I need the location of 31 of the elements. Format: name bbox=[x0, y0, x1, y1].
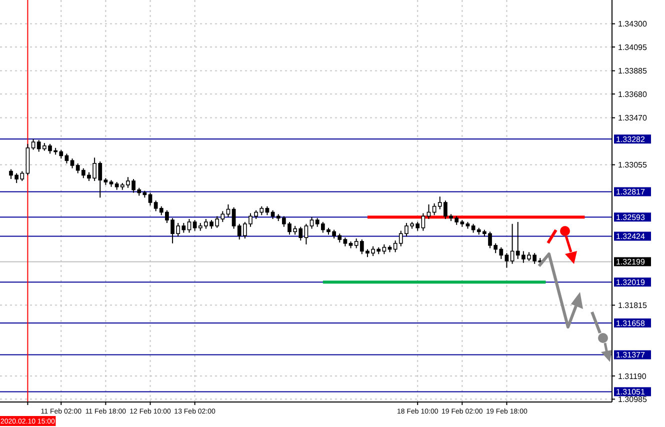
y-tick-label: 1.34095 bbox=[618, 42, 648, 52]
ref-line-label: 1.32019 bbox=[616, 278, 646, 287]
candlestick bbox=[382, 244, 386, 255]
ref-line-label: 1.32593 bbox=[616, 212, 646, 222]
ref-line-label: 1.31377 bbox=[616, 350, 646, 360]
y-tick-label: 1.31815 bbox=[618, 300, 648, 310]
candlestick bbox=[187, 218, 192, 234]
ref-line-label: 1.31051 bbox=[616, 387, 646, 396]
candlestick bbox=[64, 153, 69, 164]
ref-line-label: 1.32199 bbox=[616, 257, 646, 266]
y-tick-label: 1.33055 bbox=[618, 160, 648, 170]
ref-line-label: 1.32424 bbox=[616, 232, 646, 242]
candlestick bbox=[31, 138, 36, 150]
candlestick bbox=[310, 216, 314, 230]
y-tick-label: 1.33680 bbox=[618, 90, 648, 99]
candlestick bbox=[70, 158, 74, 169]
candlestick bbox=[232, 206, 236, 230]
y-tick-label: 1.34300 bbox=[618, 20, 648, 29]
y-tick-label: 1.30985 bbox=[618, 394, 648, 404]
candlestick bbox=[304, 223, 308, 245]
ref-line-label: 1.31658 bbox=[616, 318, 646, 328]
ref-line-label: 1.32817 bbox=[616, 188, 646, 197]
candlestick bbox=[148, 192, 152, 206]
y-tick-label: 1.33885 bbox=[618, 66, 648, 76]
y-tick-label: 1.31190 bbox=[618, 372, 647, 381]
candlestick bbox=[510, 223, 514, 264]
candlestick bbox=[504, 252, 509, 268]
ref-line-label: 1.33282 bbox=[616, 134, 646, 144]
y-tick-label: 1.33470 bbox=[618, 114, 648, 123]
candlestick bbox=[226, 204, 230, 218]
candlestick bbox=[192, 220, 197, 232]
